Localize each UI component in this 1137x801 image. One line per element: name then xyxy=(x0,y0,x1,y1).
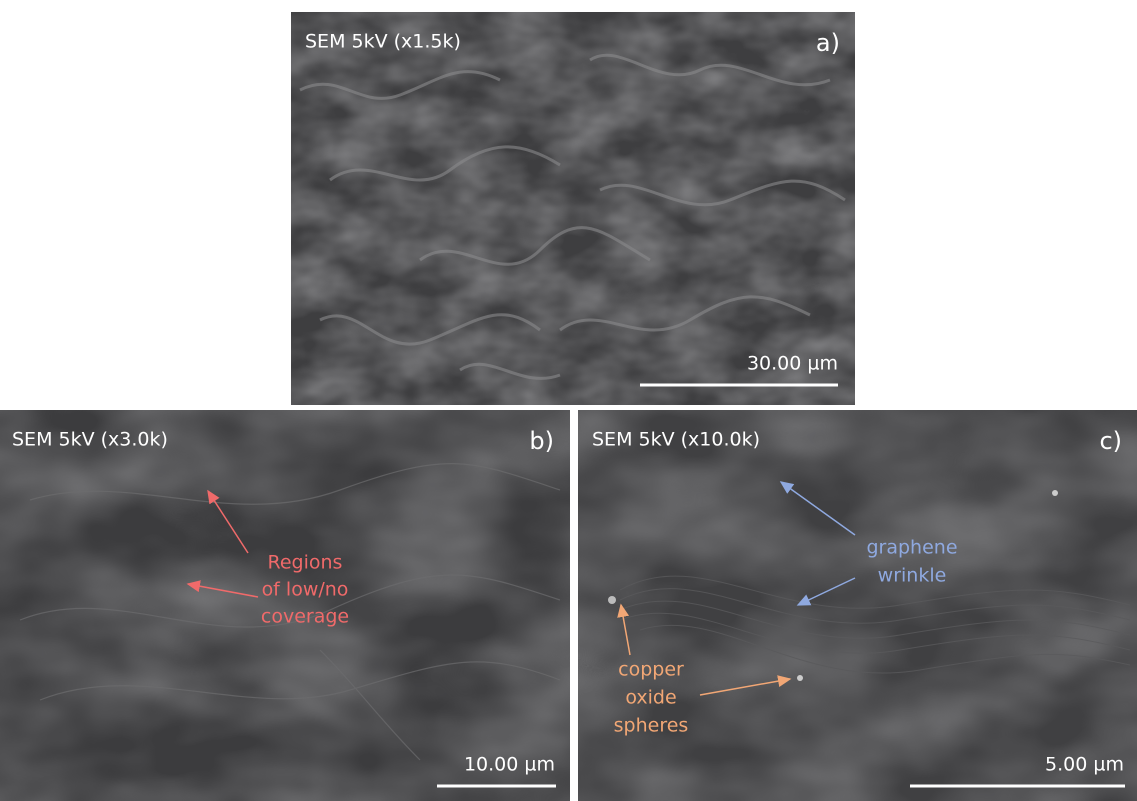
panel-caption: SEM 5kV (x1.5k) xyxy=(305,31,461,53)
sphere xyxy=(608,596,616,604)
scale-bar-label: 5.00 µm xyxy=(1045,754,1124,776)
annotation-text: Regions xyxy=(268,552,343,574)
annotation-text: wrinkle xyxy=(878,565,947,587)
panel-c: SEM 5kV (x10.0k) c) graphene wrinkle cop… xyxy=(578,410,1137,801)
sphere xyxy=(797,675,803,681)
panel-b: SEM 5kV (x3.0k) b) Regions of low/no cov… xyxy=(0,410,570,801)
panel-caption: SEM 5kV (x10.0k) xyxy=(592,429,760,451)
annotation-text: of low/no xyxy=(262,579,349,601)
sphere xyxy=(1052,490,1058,496)
texture xyxy=(291,12,855,405)
figure: SEM 5kV (x1.5k) a) 30.00 µm SEM 5kV (x3.… xyxy=(0,0,1137,801)
annotation-text: oxide xyxy=(625,687,676,709)
annotation-text: spheres xyxy=(614,715,689,737)
scale-bar-label: 10.00 µm xyxy=(464,754,555,776)
panel-a: SEM 5kV (x1.5k) a) 30.00 µm xyxy=(291,12,855,405)
panel-label: a) xyxy=(816,29,840,57)
annotation-text: coverage xyxy=(261,606,349,628)
annotation-text: graphene xyxy=(866,537,957,559)
scale-bar-label: 30.00 µm xyxy=(747,353,838,375)
panel-label: c) xyxy=(1099,427,1122,455)
panel-caption: SEM 5kV (x3.0k) xyxy=(12,429,168,451)
annotation-text: copper xyxy=(618,659,684,681)
panel-label: b) xyxy=(529,427,554,455)
